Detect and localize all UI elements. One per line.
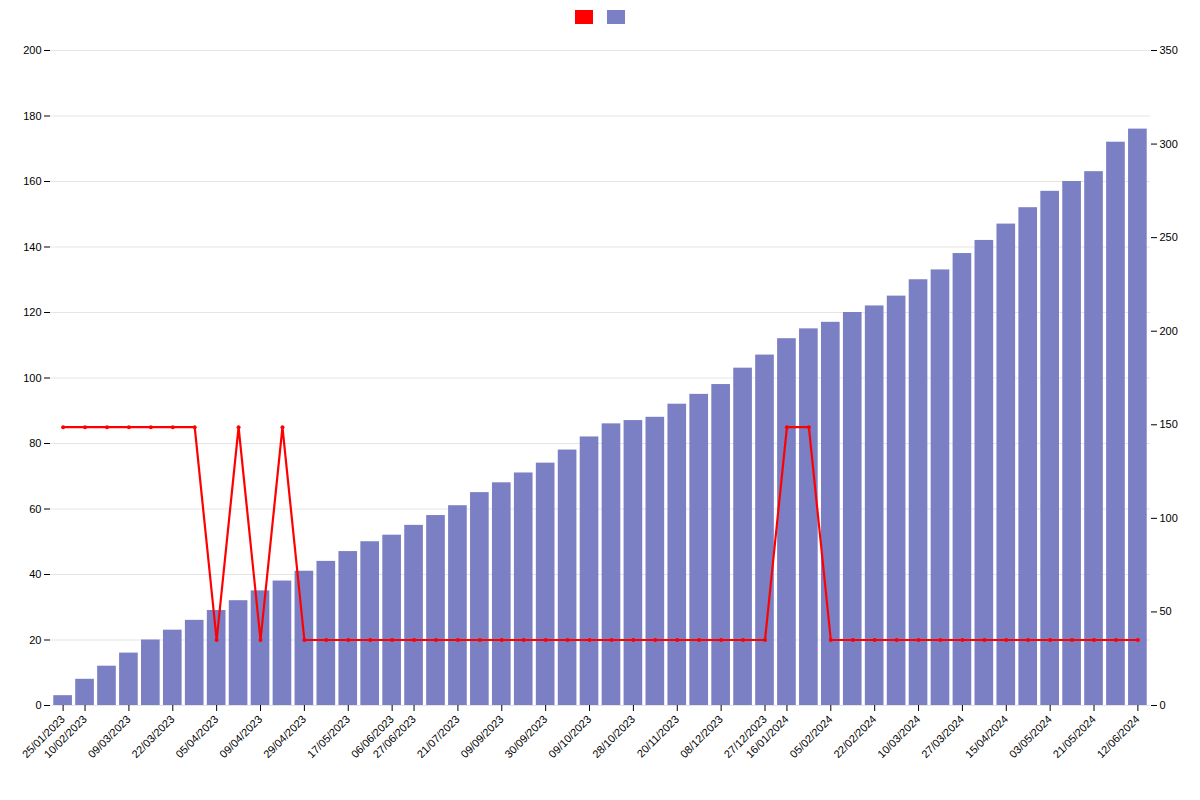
svg-text:250: 250 — [1160, 231, 1178, 243]
svg-text:140: 140 — [23, 241, 41, 253]
svg-text:05/02/2024: 05/02/2024 — [787, 713, 834, 760]
svg-text:0: 0 — [1160, 699, 1166, 711]
svg-text:10/02/2023: 10/02/2023 — [42, 713, 89, 760]
svg-text:27/03/2024: 27/03/2024 — [919, 713, 966, 760]
svg-text:25/01/2023: 25/01/2023 — [19, 712, 67, 761]
svg-text:160: 160 — [23, 175, 41, 187]
svg-text:100: 100 — [23, 372, 41, 384]
svg-text:15/04/2024: 15/04/2024 — [963, 713, 1010, 760]
svg-text:350: 350 — [1160, 44, 1178, 56]
svg-text:300: 300 — [1160, 138, 1178, 150]
svg-text:200: 200 — [23, 44, 41, 56]
svg-text:30/09/2023: 30/09/2023 — [502, 713, 549, 760]
svg-text:100: 100 — [1160, 512, 1178, 524]
svg-text:27/12/2023: 27/12/2023 — [721, 712, 769, 761]
svg-text:80: 80 — [29, 437, 41, 449]
svg-text:08/12/2023: 08/12/2023 — [678, 713, 725, 760]
svg-text:05/04/2023: 05/04/2023 — [173, 713, 220, 760]
svg-text:27/06/2023: 27/06/2023 — [371, 713, 418, 760]
svg-text:09/09/2023: 09/09/2023 — [458, 713, 505, 760]
svg-text:12/06/2024: 12/06/2024 — [1094, 713, 1141, 760]
svg-text:60: 60 — [29, 503, 41, 515]
svg-text:16/01/2024: 16/01/2024 — [743, 713, 790, 760]
svg-text:120: 120 — [23, 306, 41, 318]
svg-text:50: 50 — [1160, 605, 1172, 617]
svg-text:150: 150 — [1160, 418, 1178, 430]
svg-text:09/10/2023: 09/10/2023 — [546, 713, 593, 760]
svg-text:09/03/2023: 09/03/2023 — [85, 713, 132, 760]
svg-text:20/11/2023: 20/11/2023 — [634, 713, 681, 760]
svg-text:0: 0 — [35, 699, 41, 711]
svg-text:10/03/2024: 10/03/2024 — [875, 713, 922, 760]
svg-text:22/02/2024: 22/02/2024 — [831, 713, 878, 760]
svg-text:17/05/2023: 17/05/2023 — [305, 713, 352, 760]
svg-text:21/05/2024: 21/05/2024 — [1051, 713, 1098, 760]
svg-text:180: 180 — [23, 110, 41, 122]
svg-text:03/05/2024: 03/05/2024 — [1007, 713, 1054, 760]
svg-text:09/04/2023: 09/04/2023 — [217, 713, 264, 760]
svg-text:06/06/2023: 06/06/2023 — [348, 712, 396, 761]
svg-text:20: 20 — [29, 634, 41, 646]
svg-text:22/03/2023: 22/03/2023 — [129, 713, 176, 760]
svg-text:29/04/2023: 29/04/2023 — [261, 713, 308, 760]
svg-text:40: 40 — [29, 568, 41, 580]
svg-text:28/10/2023: 28/10/2023 — [590, 713, 637, 760]
svg-text:21/07/2023: 21/07/2023 — [414, 713, 461, 760]
svg-text:200: 200 — [1160, 325, 1178, 337]
